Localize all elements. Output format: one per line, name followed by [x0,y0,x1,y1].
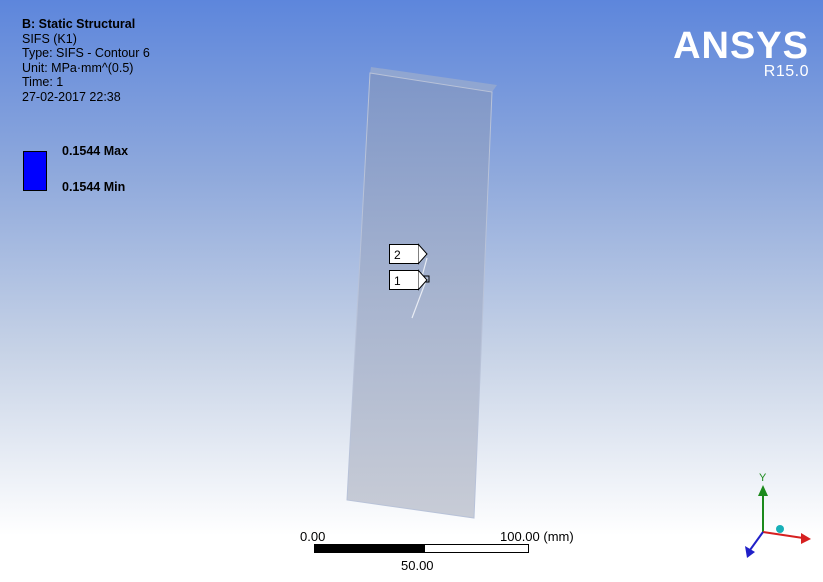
triad-z-axis [749,531,764,551]
result-date: 27-02-2017 22:38 [22,89,121,104]
result-info-panel: B: Static Structural SIFS (K1) Type: SIF… [22,17,150,104]
coordinate-triad[interactable]: Y [735,470,815,565]
analysis-title: B: Static Structural [22,17,136,31]
callout-2[interactable]: 2 [389,244,419,264]
callout-1-label: 1 [394,274,401,288]
scale-start-label: 0.00 [300,529,326,544]
legend-color-bar [23,151,47,191]
result-time: Time: 1 [22,75,64,89]
callout-1[interactable]: 1 [389,270,419,290]
triad-x-axis [762,531,804,539]
legend-min-label: 0.1544 Min [62,180,126,194]
scale-bar-white [424,544,529,553]
plate-face [346,72,493,519]
legend-max-label: 0.1544 Max [62,144,129,158]
callout-2-pointer [418,243,428,265]
crack-line [411,277,428,319]
scale-bar: 0.00 100.00 (mm) 50.00 [300,526,620,578]
result-unit: Unit: MPa·mm^(0.5) [22,60,134,75]
ansys-logo: ANSYS R15.0 [673,25,809,80]
triad-y-label: Y [759,472,767,484]
triad-iso-ball [776,525,784,533]
logo-version: R15.0 [763,63,809,80]
result-name: SIFS (K1) [22,31,77,46]
triad-y-arrow [758,485,768,496]
triad-graphic [745,485,811,558]
triad-x-arrow [801,533,811,544]
scale-bar-black [314,544,424,553]
result-type: Type: SIFS - Contour 6 [22,46,150,60]
scale-end-label: 100.00 (mm) [500,529,574,544]
logo-name: ANSYS [673,25,809,67]
callout-2-label: 2 [394,248,401,262]
plate-top-face [370,67,497,92]
scale-mid-label: 50.00 [401,558,434,573]
callout-1-pointer [418,269,428,291]
triad-z-arrow [745,546,755,558]
